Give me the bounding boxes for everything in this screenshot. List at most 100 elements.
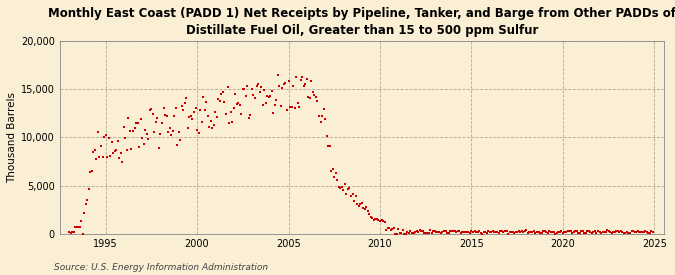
Point <box>274 83 285 88</box>
Point <box>227 120 238 125</box>
Point <box>190 106 201 110</box>
Y-axis label: Thousand Barrels: Thousand Barrels <box>7 92 17 183</box>
Title: Monthly East Coast (PADD 1) Net Receipts by Pipeline, Tanker, and Barge from Oth: Monthly East Coast (PADD 1) Net Receipts… <box>48 7 675 37</box>
Point <box>296 78 306 82</box>
Point <box>469 229 480 234</box>
Point <box>551 230 562 235</box>
Point <box>647 230 658 234</box>
Point <box>492 230 503 234</box>
Point <box>562 229 573 233</box>
Point <box>193 130 204 135</box>
Point <box>541 230 551 235</box>
Point <box>76 219 86 223</box>
Point <box>428 229 439 233</box>
Point <box>310 95 321 100</box>
Point <box>364 211 375 216</box>
Point <box>507 230 518 235</box>
Point <box>304 96 315 101</box>
Point <box>513 229 524 233</box>
Point <box>606 231 617 235</box>
Point <box>451 230 462 235</box>
Point <box>521 228 532 233</box>
Point <box>302 76 313 81</box>
Point <box>309 92 320 97</box>
Point <box>501 229 512 233</box>
Point <box>515 230 526 234</box>
Point <box>225 110 236 114</box>
Point <box>234 103 245 107</box>
Point <box>356 201 367 205</box>
Point <box>92 130 103 134</box>
Point <box>239 87 250 91</box>
Point <box>617 230 628 234</box>
Point <box>595 231 606 235</box>
Point <box>530 231 541 235</box>
Point <box>597 230 608 234</box>
Point <box>317 114 327 118</box>
Point <box>637 230 647 234</box>
Point <box>576 229 587 233</box>
Point <box>144 108 155 112</box>
Point <box>199 108 210 112</box>
Point <box>167 129 178 133</box>
Point <box>612 229 623 233</box>
Point <box>324 144 335 148</box>
Point <box>352 202 362 207</box>
Point <box>181 96 192 101</box>
Point <box>82 198 92 202</box>
Point <box>343 187 354 191</box>
Point <box>456 231 466 235</box>
Point <box>254 89 265 94</box>
Point <box>170 106 181 111</box>
Point <box>147 112 158 116</box>
Point <box>281 108 292 112</box>
Point <box>338 188 349 192</box>
Point <box>393 227 404 231</box>
Point <box>320 117 331 122</box>
Point <box>457 230 468 235</box>
Point <box>192 127 202 132</box>
Point <box>186 114 196 118</box>
Point <box>601 228 612 233</box>
Point <box>477 232 487 236</box>
Point <box>399 232 410 236</box>
Point <box>560 230 571 235</box>
Point <box>238 87 248 91</box>
Point <box>333 185 344 189</box>
Point <box>603 229 614 233</box>
Point <box>580 230 591 235</box>
Point <box>63 230 74 234</box>
Point <box>250 96 261 100</box>
Point <box>265 94 275 98</box>
Point <box>504 230 515 234</box>
Point <box>506 230 516 234</box>
Point <box>172 143 183 147</box>
Point <box>84 186 95 191</box>
Point <box>323 144 333 148</box>
Point <box>94 155 105 160</box>
Point <box>286 105 297 109</box>
Point <box>314 113 325 118</box>
Point <box>283 79 294 83</box>
Point <box>565 229 576 233</box>
Point <box>475 231 486 235</box>
Point <box>481 231 492 235</box>
Point <box>412 230 423 234</box>
Point <box>349 199 360 203</box>
Point <box>396 231 407 235</box>
Point <box>553 230 564 234</box>
Point <box>559 230 570 234</box>
Point <box>632 229 643 234</box>
Point <box>377 219 388 224</box>
Point <box>485 230 495 235</box>
Point <box>533 230 544 235</box>
Point <box>161 114 172 118</box>
Point <box>610 230 620 235</box>
Point <box>622 230 632 235</box>
Point <box>381 227 392 232</box>
Point <box>479 230 489 234</box>
Point <box>550 232 561 236</box>
Point <box>489 229 500 234</box>
Point <box>564 229 574 233</box>
Point <box>151 120 161 125</box>
